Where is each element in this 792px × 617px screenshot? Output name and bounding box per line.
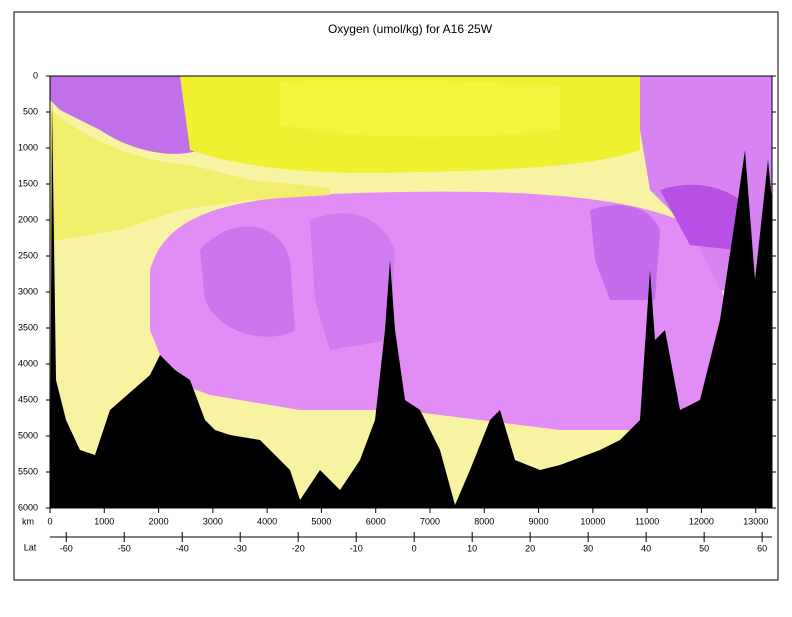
- oxygen-region: [660, 184, 740, 250]
- y-tick-label: 5000: [18, 430, 38, 440]
- lat-tick-label: -30: [234, 543, 247, 553]
- oxygen-region: [200, 226, 295, 337]
- oxygen-region: [50, 110, 330, 240]
- y-tick-label: 3000: [18, 286, 38, 296]
- x-tick-label: 1000: [94, 516, 114, 526]
- y-tick-label: 2000: [18, 214, 38, 224]
- x-tick-label: 0: [47, 516, 52, 526]
- y-tick-label: 5500: [18, 466, 38, 476]
- lat-tick-label: 50: [699, 543, 709, 553]
- y-tick-label: 4000: [18, 358, 38, 368]
- x-tick-label: 9000: [529, 516, 549, 526]
- lat-tick-label: -60: [60, 543, 73, 553]
- x-tick-label: 2000: [149, 516, 169, 526]
- y-tick-label: 0: [33, 70, 38, 80]
- lat-tick-label: 60: [757, 543, 767, 553]
- lat-tick-label: -10: [350, 543, 363, 553]
- lat-tick-label: 10: [467, 543, 477, 553]
- oxygen-region: [280, 79, 560, 137]
- x-tick-label: 4000: [257, 516, 277, 526]
- lat-tick-label: -20: [292, 543, 305, 553]
- lat-tick-label: -50: [118, 543, 131, 553]
- x-tick-label: 6000: [366, 516, 386, 526]
- lat-tick-label: -40: [176, 543, 189, 553]
- x-axis-label: km: [22, 516, 34, 526]
- y-tick-label: 2500: [18, 250, 38, 260]
- x-tick-label: 7000: [420, 516, 440, 526]
- plot-area: [49, 75, 773, 509]
- y-tick-label: 3500: [18, 322, 38, 332]
- oxygen-region: [310, 213, 395, 350]
- x-tick-label: 12000: [689, 516, 714, 526]
- y-tick-label: 500: [23, 106, 38, 116]
- y-tick-label: 6000: [18, 502, 38, 512]
- lat-tick-label: 40: [641, 543, 651, 553]
- x-tick-label: 5000: [311, 516, 331, 526]
- x-tick-label: 10000: [580, 516, 605, 526]
- x2-axis-label: Lat: [24, 542, 37, 552]
- chart-title: Oxygen (umol/kg) for A16 25W: [328, 22, 493, 36]
- bathymetry: [50, 100, 772, 508]
- x-tick-label: 3000: [203, 516, 223, 526]
- oxygen-region: [590, 205, 660, 300]
- y-tick-label: 1000: [18, 142, 38, 152]
- y-tick-label: 1500: [18, 178, 38, 188]
- y-tick-label: 4500: [18, 394, 38, 404]
- lat-tick-label: 0: [412, 543, 417, 553]
- lat-tick-label: 20: [525, 543, 535, 553]
- oxygen-region: [50, 76, 210, 154]
- x-tick-label: 11000: [635, 516, 659, 526]
- lat-tick-label: 30: [583, 543, 593, 553]
- x-tick-label: 8000: [474, 516, 494, 526]
- x-tick-label: 13000: [743, 516, 768, 526]
- oxygen-region: [150, 191, 725, 430]
